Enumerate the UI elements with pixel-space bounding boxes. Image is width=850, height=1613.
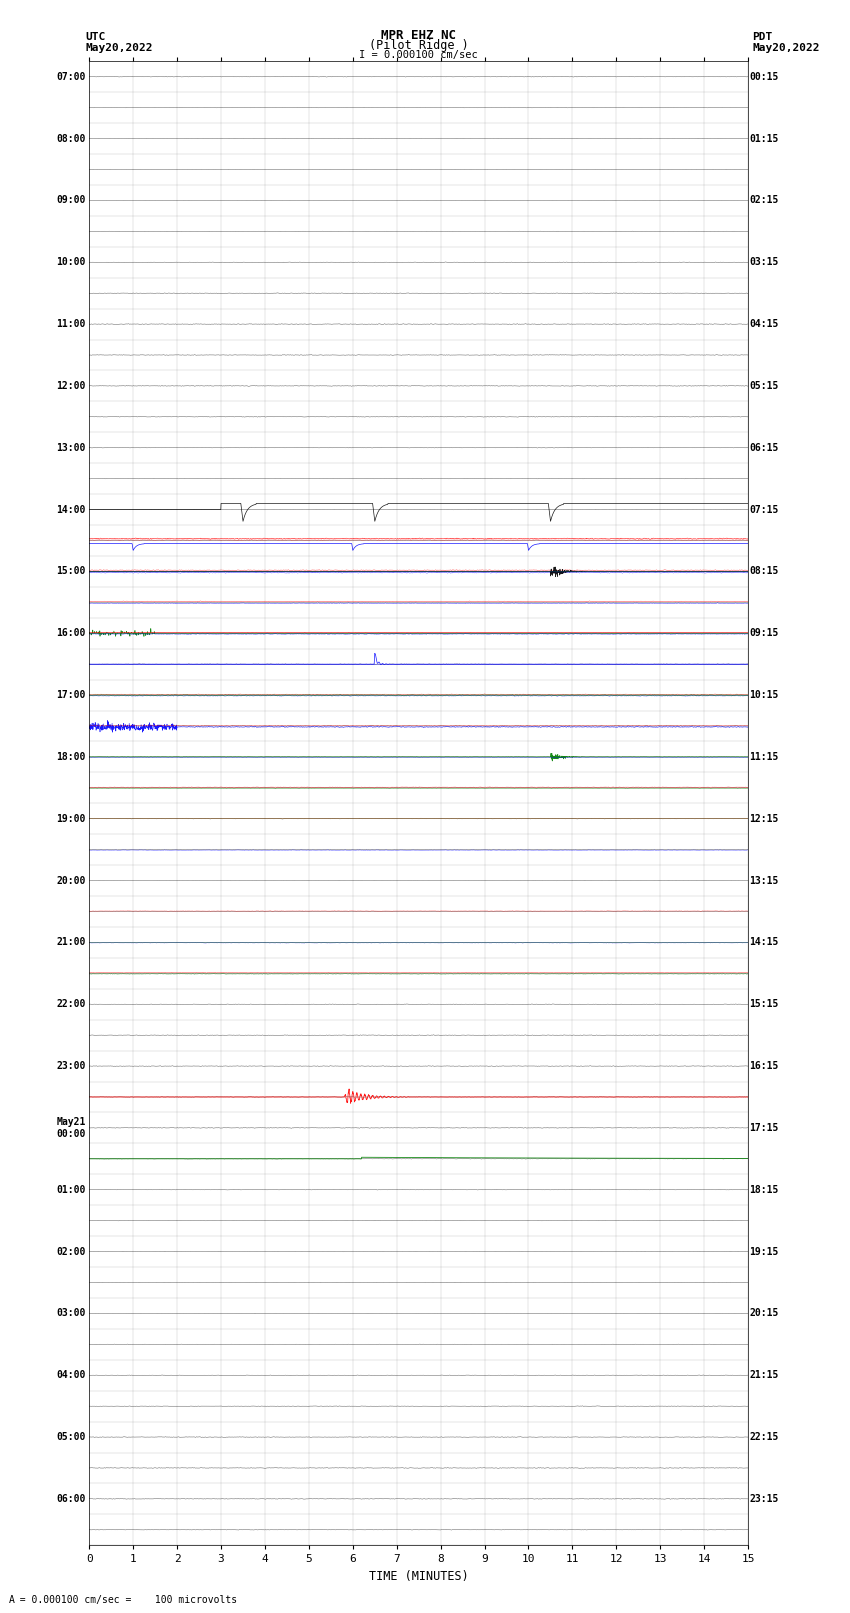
Text: A: A xyxy=(8,1595,14,1605)
Text: 02:15: 02:15 xyxy=(750,195,779,205)
Text: 05:15: 05:15 xyxy=(750,381,779,390)
Text: 08:00: 08:00 xyxy=(57,134,86,144)
Text: 02:00: 02:00 xyxy=(57,1247,86,1257)
Text: 07:15: 07:15 xyxy=(750,505,779,515)
Text: 12:00: 12:00 xyxy=(57,381,86,390)
Text: 13:15: 13:15 xyxy=(750,876,779,886)
Text: 18:15: 18:15 xyxy=(750,1184,779,1195)
Text: 10:15: 10:15 xyxy=(750,690,779,700)
Text: 22:00: 22:00 xyxy=(57,998,86,1010)
Text: 12:15: 12:15 xyxy=(750,813,779,824)
Text: 19:15: 19:15 xyxy=(750,1247,779,1257)
Text: 10:00: 10:00 xyxy=(57,256,86,268)
Text: 20:15: 20:15 xyxy=(750,1308,779,1318)
Text: 19:00: 19:00 xyxy=(57,813,86,824)
Text: I = 0.000100 cm/sec: I = 0.000100 cm/sec xyxy=(360,50,478,61)
Text: MPR EHZ NC: MPR EHZ NC xyxy=(381,29,456,42)
Text: UTC
May20,2022: UTC May20,2022 xyxy=(85,32,152,53)
Text: 16:00: 16:00 xyxy=(57,627,86,639)
Text: 22:15: 22:15 xyxy=(750,1432,779,1442)
Text: 06:00: 06:00 xyxy=(57,1494,86,1503)
Text: 23:15: 23:15 xyxy=(750,1494,779,1503)
Text: 18:00: 18:00 xyxy=(57,752,86,761)
Text: 03:00: 03:00 xyxy=(57,1308,86,1318)
Text: 13:00: 13:00 xyxy=(57,442,86,453)
Text: 03:15: 03:15 xyxy=(750,256,779,268)
Text: 17:00: 17:00 xyxy=(57,690,86,700)
Text: 06:15: 06:15 xyxy=(750,442,779,453)
Text: 05:00: 05:00 xyxy=(57,1432,86,1442)
Text: 09:15: 09:15 xyxy=(750,627,779,639)
Text: 01:00: 01:00 xyxy=(57,1184,86,1195)
Text: 07:00: 07:00 xyxy=(57,71,86,82)
Text: May21
00:00: May21 00:00 xyxy=(57,1118,86,1139)
Text: (Pilot Ridge ): (Pilot Ridge ) xyxy=(369,39,468,52)
Text: 04:00: 04:00 xyxy=(57,1369,86,1381)
Text: = 0.000100 cm/sec =    100 microvolts: = 0.000100 cm/sec = 100 microvolts xyxy=(8,1595,238,1605)
Text: 23:00: 23:00 xyxy=(57,1061,86,1071)
Text: 04:15: 04:15 xyxy=(750,319,779,329)
Text: 17:15: 17:15 xyxy=(750,1123,779,1132)
Text: 20:00: 20:00 xyxy=(57,876,86,886)
Text: 14:00: 14:00 xyxy=(57,505,86,515)
Text: 11:00: 11:00 xyxy=(57,319,86,329)
Text: 21:15: 21:15 xyxy=(750,1369,779,1381)
Text: 15:00: 15:00 xyxy=(57,566,86,576)
Text: 11:15: 11:15 xyxy=(750,752,779,761)
Text: 16:15: 16:15 xyxy=(750,1061,779,1071)
Text: 00:15: 00:15 xyxy=(750,71,779,82)
Text: 08:15: 08:15 xyxy=(750,566,779,576)
Text: 21:00: 21:00 xyxy=(57,937,86,947)
X-axis label: TIME (MINUTES): TIME (MINUTES) xyxy=(369,1569,468,1582)
Text: 01:15: 01:15 xyxy=(750,134,779,144)
Text: 14:15: 14:15 xyxy=(750,937,779,947)
Text: PDT
May20,2022: PDT May20,2022 xyxy=(752,32,819,53)
Text: 09:00: 09:00 xyxy=(57,195,86,205)
Text: 15:15: 15:15 xyxy=(750,998,779,1010)
